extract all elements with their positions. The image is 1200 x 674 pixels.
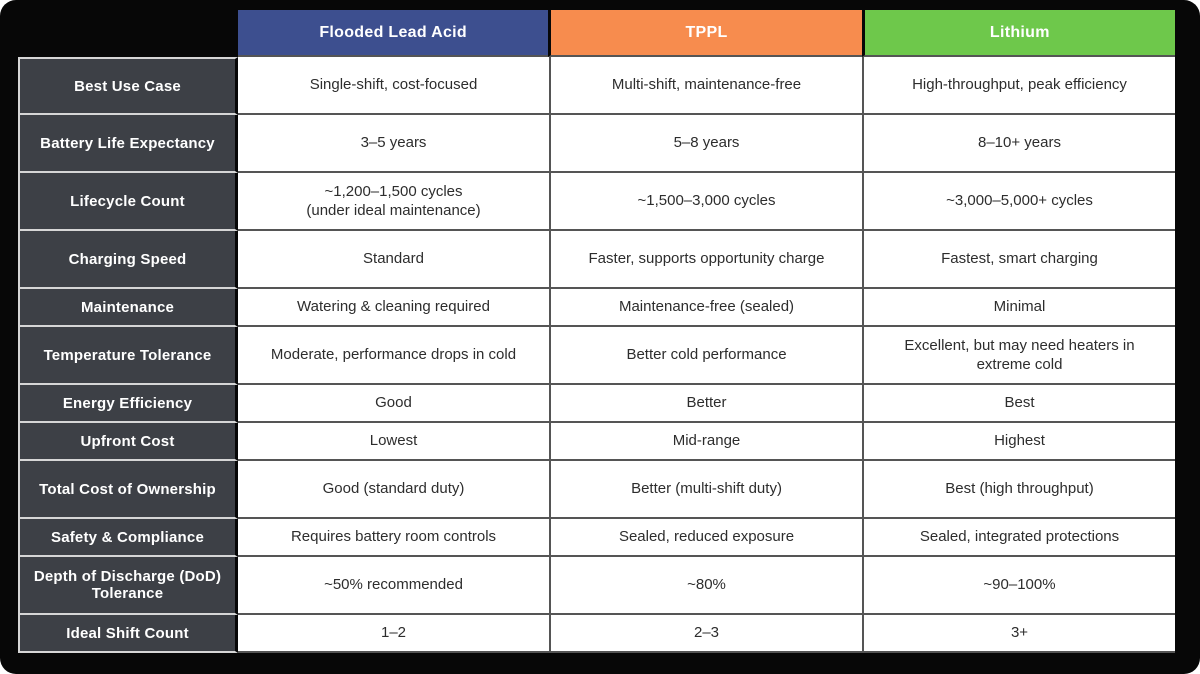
row-label-upfront-cost: Upfront Cost xyxy=(18,423,238,461)
cell-value: ~3,000–5,000+ cycles xyxy=(862,173,1175,231)
column-header-tppl: TPPL xyxy=(548,10,862,57)
row-label-lifecycle-count: Lifecycle Count xyxy=(18,173,238,231)
cell-value: Better cold performance xyxy=(549,327,862,385)
table-header-row: Flooded Lead Acid TPPL Lithium xyxy=(18,10,1175,57)
table-row: Charging Speed Standard Faster, supports… xyxy=(18,231,1175,289)
cell-value: Sealed, reduced exposure xyxy=(549,519,862,557)
table-row: Upfront Cost Lowest Mid-range Highest xyxy=(18,423,1175,461)
cell-value: Lowest xyxy=(238,423,549,461)
cell-value: 3+ xyxy=(862,615,1175,653)
cell-value: Multi-shift, maintenance-free xyxy=(549,57,862,115)
cell-value: Requires battery room controls xyxy=(238,519,549,557)
cell-value: Faster, supports opportunity charge xyxy=(549,231,862,289)
cell-value: 5–8 years xyxy=(549,115,862,173)
cell-value: Highest xyxy=(862,423,1175,461)
cell-value: Good (standard duty) xyxy=(238,461,549,519)
cell-value: Better xyxy=(549,385,862,423)
table-row: Total Cost of Ownership Good (standard d… xyxy=(18,461,1175,519)
row-label-depth-of-discharge-tolerance: Depth of Discharge (DoD) Tolerance xyxy=(18,557,238,615)
cell-value: Minimal xyxy=(862,289,1175,327)
cell-value: Sealed, integrated protections xyxy=(862,519,1175,557)
cell-value: Mid-range xyxy=(549,423,862,461)
row-label-temperature-tolerance: Temperature Tolerance xyxy=(18,327,238,385)
cell-value: High-throughput, peak efficiency xyxy=(862,57,1175,115)
cell-value: Better (multi-shift duty) xyxy=(549,461,862,519)
row-label-safety-compliance: Safety & Compliance xyxy=(18,519,238,557)
table-row: Energy Efficiency Good Better Best xyxy=(18,385,1175,423)
cell-value: ~1,500–3,000 cycles xyxy=(549,173,862,231)
row-label-ideal-shift-count: Ideal Shift Count xyxy=(18,615,238,653)
cell-value: Fastest, smart charging xyxy=(862,231,1175,289)
table-row: Ideal Shift Count 1–2 2–3 3+ xyxy=(18,615,1175,653)
table-row: Safety & Compliance Requires battery roo… xyxy=(18,519,1175,557)
cell-value: Standard xyxy=(238,231,549,289)
table-row: Lifecycle Count ~1,200–1,500 cycles (und… xyxy=(18,173,1175,231)
column-header-flooded-lead-acid: Flooded Lead Acid xyxy=(238,10,549,57)
cell-value: ~50% recommended xyxy=(238,557,549,615)
cell-value: Maintenance-free (sealed) xyxy=(549,289,862,327)
row-label-maintenance: Maintenance xyxy=(18,289,238,327)
table-row: Best Use Case Single-shift, cost-focused… xyxy=(18,57,1175,115)
cell-value: Single-shift, cost-focused xyxy=(238,57,549,115)
row-label-energy-efficiency: Energy Efficiency xyxy=(18,385,238,423)
row-label-battery-life-expectancy: Battery Life Expectancy xyxy=(18,115,238,173)
header-corner-spacer xyxy=(18,10,238,57)
cell-value: 3–5 years xyxy=(238,115,549,173)
cell-value: Excellent, but may need heaters in extre… xyxy=(862,327,1175,385)
column-header-lithium: Lithium xyxy=(861,10,1175,57)
cell-value: Good xyxy=(238,385,549,423)
row-label-total-cost-of-ownership: Total Cost of Ownership xyxy=(18,461,238,519)
battery-comparison-table: Flooded Lead Acid TPPL Lithium Best Use … xyxy=(18,10,1175,653)
cell-value: Moderate, performance drops in cold xyxy=(238,327,549,385)
cell-value: Best (high throughput) xyxy=(862,461,1175,519)
table-row: Battery Life Expectancy 3–5 years 5–8 ye… xyxy=(18,115,1175,173)
cell-value: ~1,200–1,500 cycles (under ideal mainten… xyxy=(238,173,549,231)
cell-value: ~80% xyxy=(549,557,862,615)
cell-value: 8–10+ years xyxy=(862,115,1175,173)
cell-value: ~90–100% xyxy=(862,557,1175,615)
row-label-best-use-case: Best Use Case xyxy=(18,57,238,115)
cell-value: Best xyxy=(862,385,1175,423)
cell-value: Watering & cleaning required xyxy=(238,289,549,327)
table-row: Temperature Tolerance Moderate, performa… xyxy=(18,327,1175,385)
table-row: Depth of Discharge (DoD) Tolerance ~50% … xyxy=(18,557,1175,615)
cell-value: 1–2 xyxy=(238,615,549,653)
cell-value: 2–3 xyxy=(549,615,862,653)
table-row: Maintenance Watering & cleaning required… xyxy=(18,289,1175,327)
row-label-charging-speed: Charging Speed xyxy=(18,231,238,289)
